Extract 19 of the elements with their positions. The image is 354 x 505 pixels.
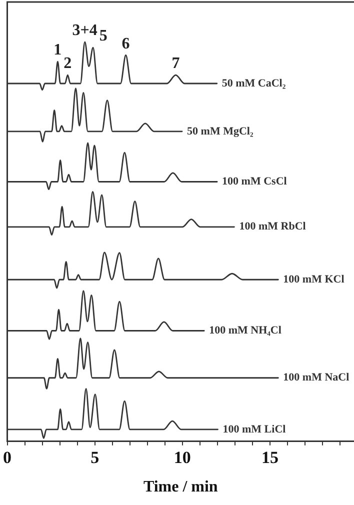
annotation: 7 bbox=[172, 55, 180, 72]
series-label: 100 mM CsCl bbox=[222, 176, 287, 188]
annotation: 6 bbox=[122, 35, 130, 52]
annotation: 3+4 bbox=[72, 22, 98, 40]
x-tick-label: 0 bbox=[3, 448, 12, 467]
x-tick-label: 10 bbox=[174, 448, 191, 467]
series-label: 100 mM LiCl bbox=[222, 423, 286, 436]
annotation: 2 bbox=[64, 55, 72, 72]
series-label: 50 mM CaCl₂ bbox=[222, 77, 286, 90]
annotation: 5 bbox=[99, 28, 108, 45]
series-label: 100 mM KCl bbox=[283, 273, 344, 286]
annotation: 1 bbox=[54, 42, 62, 59]
series-label: 50 mM MgCl₂ bbox=[187, 125, 254, 138]
series-label: 100 mM NH₄Cl bbox=[209, 324, 282, 337]
x-tick-label: 5 bbox=[90, 448, 100, 467]
series-label: 100 mM NaCl bbox=[283, 372, 350, 384]
x-tick-label: 15 bbox=[261, 448, 278, 467]
series-label: 100 mM RbCl bbox=[239, 220, 306, 233]
x-axis-title: Time / min bbox=[143, 478, 218, 496]
